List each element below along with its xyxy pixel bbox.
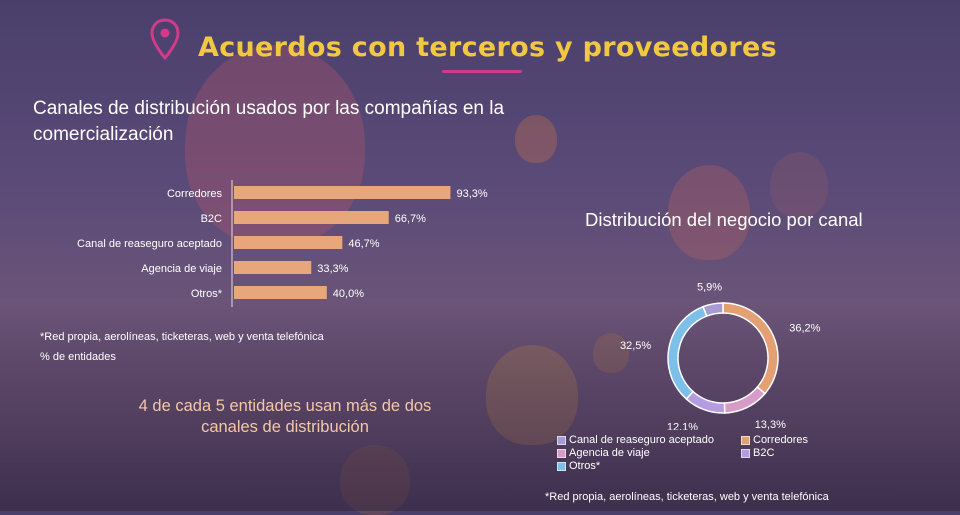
- bar-chart-heading: Canales de distribución usados por las c…: [33, 98, 505, 145]
- callout-text: 4 de cada 5 entidades usan más de dos ca…: [138, 397, 432, 436]
- bar-category-label: Corredores: [167, 188, 223, 200]
- map-pin-icon: [150, 18, 180, 61]
- bar-value-label: 33,3%: [317, 263, 348, 275]
- legend-label: B2C: [753, 447, 775, 459]
- legend-label: Corredores: [753, 434, 809, 446]
- legend-item: Agencia de viaje: [557, 447, 650, 459]
- donut-slice: [685, 390, 726, 414]
- donut-value-label: 36,2%: [789, 322, 820, 334]
- donut-value-label: 12,1%: [667, 422, 698, 430]
- legend-item: B2C: [741, 447, 774, 459]
- legend-swatch: [557, 435, 566, 445]
- bar-category-label: Agencia de viaje: [141, 263, 222, 275]
- donut-slice: [722, 302, 779, 395]
- legend-swatch: [741, 435, 750, 445]
- donut-value-label: 13,3%: [755, 419, 786, 430]
- bar-category-label: Canal de reaseguro aceptado: [77, 238, 222, 250]
- legend-label: Agencia de viaje: [569, 447, 650, 459]
- bar-value-label: 93,3%: [456, 188, 487, 200]
- legend-item: Canal de reaseguro aceptado: [557, 434, 714, 446]
- bar-chart: Corredores 93,3% B2C 66,7% Canal de reasegur…: [77, 180, 488, 307]
- bar-value-label: 40,0%: [333, 288, 364, 300]
- legend-item: Corredores: [741, 434, 808, 446]
- bar: [234, 211, 389, 224]
- donut-chart: 36,2% 13,3% 12,1% 32,5% 5,9%: [620, 281, 821, 430]
- title-underline: [442, 70, 522, 73]
- bar: [234, 261, 312, 274]
- bar: [234, 286, 327, 299]
- page-header: Acuerdos con terceros y proveedores: [150, 18, 810, 78]
- donut-slice: [723, 386, 766, 414]
- bar-value-label: 66,7%: [395, 213, 426, 225]
- page-title: Acuerdos con terceros y proveedores: [198, 32, 777, 63]
- legend-item: Otros*: [557, 460, 600, 472]
- bar: [234, 236, 343, 249]
- bar-category-label: B2C: [201, 213, 222, 225]
- legend-swatch: [557, 461, 566, 471]
- legend-label: Canal de reaseguro aceptado: [569, 434, 714, 446]
- bar-category-label: Otros*: [191, 288, 223, 300]
- bar-chart-unit-note: % de entidades: [40, 351, 116, 363]
- donut-slice: [702, 302, 724, 318]
- bar-chart-footnote: *Red propia, aerolíneas, ticketeras, web…: [40, 331, 324, 343]
- legend-swatch: [741, 448, 750, 458]
- legend-swatch: [557, 448, 566, 458]
- bar-value-label: 46,7%: [348, 238, 379, 250]
- donut-value-label: 32,5%: [620, 340, 651, 352]
- donut-chart-footnote: *Red propia, aerolíneas, ticketeras, web…: [545, 491, 829, 503]
- legend-label: Otros*: [569, 460, 601, 472]
- donut-value-label: 5,9%: [697, 281, 722, 293]
- donut-slice: [667, 305, 708, 401]
- bar: [234, 186, 451, 199]
- donut-chart-heading: Distribución del negocio por canal: [585, 209, 863, 230]
